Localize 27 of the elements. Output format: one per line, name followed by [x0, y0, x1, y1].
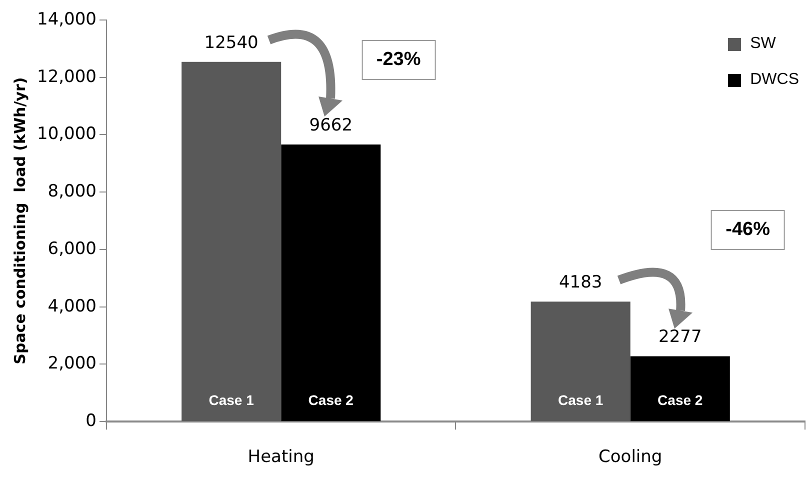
annotation: Case 2: [308, 392, 354, 408]
y-tick-label: 12,000: [37, 66, 96, 87]
data-label: 2277: [658, 327, 702, 348]
y-tick-label: 0: [86, 411, 96, 432]
annotation: Case 1: [208, 392, 254, 408]
annotation: -46%: [710, 210, 785, 250]
bar: [182, 62, 282, 422]
y-tick-label: 6,000: [48, 238, 96, 259]
y-tick-label: 10,000: [37, 124, 96, 144]
y-tick-label: 14,000: [37, 9, 96, 30]
y-tick-label: 8,000: [48, 182, 96, 202]
annotation: -23%: [361, 40, 436, 80]
data-label: 12540: [204, 32, 258, 53]
y-axis-title: Space conditioning load (kWh/yr): [10, 77, 29, 364]
x-tick-label: Heating: [248, 447, 314, 468]
y-tick-label: 4,000: [48, 296, 96, 316]
x-tick-label: Cooling: [598, 447, 662, 468]
bar: [281, 144, 381, 422]
y-tick-label: 2,000: [48, 354, 96, 374]
legend-label: SW: [750, 35, 776, 53]
data-label: 4183: [558, 272, 602, 293]
bar: [530, 302, 630, 422]
legend-label: DWCS: [750, 71, 799, 89]
bar: [630, 356, 730, 422]
annotation: Case 1: [558, 392, 604, 408]
annotation: Case 2: [658, 392, 703, 408]
data-label: 9662: [309, 115, 353, 136]
